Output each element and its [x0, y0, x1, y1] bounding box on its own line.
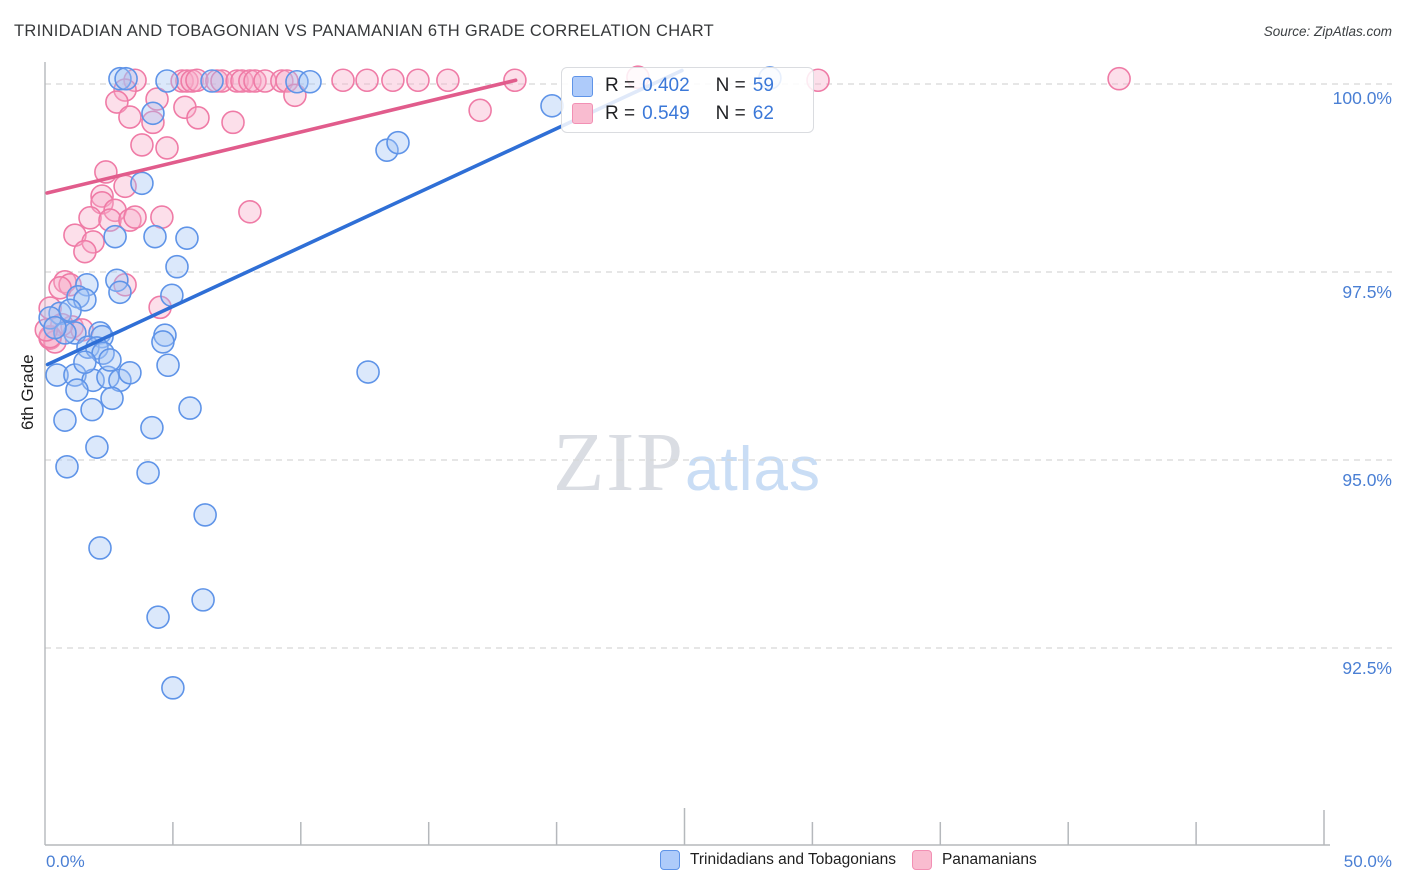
source-label: Source: ZipAtlas.com [1263, 24, 1392, 39]
y-tick-92-5: 92.5% [1342, 658, 1392, 678]
pink-series-label: Panamanians [941, 851, 1037, 868]
page-title: TRINIDADIAN AND TOBAGONIAN VS PANAMANIAN… [14, 22, 715, 40]
pink-series-swatch [911, 850, 932, 870]
blue-series-swatch [660, 850, 680, 870]
r-value: 0.549 [642, 102, 690, 124]
y-axis-title: 6th Grade [18, 354, 37, 430]
x-tick-min: 0.0% [46, 852, 85, 871]
blue-series-swatch [572, 75, 593, 97]
n-label: N = [715, 102, 746, 124]
series-legend-item-blue: Trinidadians and Tobagonians [660, 850, 896, 870]
n-label: N = [715, 75, 746, 97]
n-value: 59 [752, 75, 774, 97]
correlation-legend-row-blue: R = 0.402 N = 59 [572, 75, 803, 97]
y-tick-100: 100.0% [1332, 88, 1392, 108]
y-tick-97-5: 97.5% [1342, 282, 1392, 302]
x-tick-max: 50.0% [1343, 852, 1392, 871]
y-tick-95: 95.0% [1342, 470, 1392, 490]
r-label: R = [605, 75, 636, 97]
correlation-legend-row-pink: R = 0.549 N = 62 [572, 103, 803, 125]
series-legend-item-pink: Panamanians [911, 850, 1037, 870]
correlation-legend: R = 0.402 N = 59 R = 0.549 N = 62 [561, 67, 814, 133]
pink-series-swatch [572, 103, 593, 125]
r-value: 0.402 [642, 75, 690, 97]
series-legend: Trinidadians and Tobagonians Panamanians [660, 850, 1037, 870]
n-value: 62 [752, 102, 774, 124]
r-label: R = [605, 102, 636, 124]
blue-series-label: Trinidadians and Tobagonians [690, 851, 896, 868]
